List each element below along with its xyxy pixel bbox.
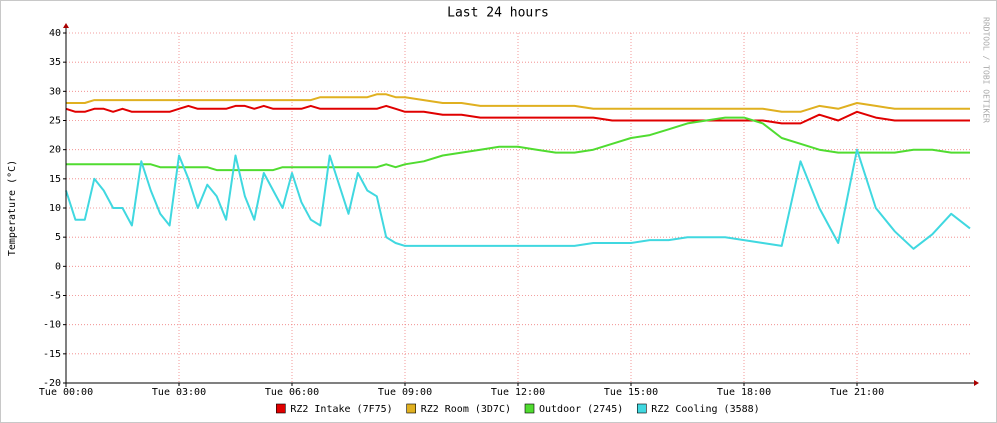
y-arrow xyxy=(63,23,69,28)
y-tick-label: 40 xyxy=(49,28,61,39)
y-tick-label: 35 xyxy=(49,57,61,68)
x-tick-label: Tue 00:00 xyxy=(39,387,93,398)
legend-label: RZ2 Intake (7F75) xyxy=(290,404,392,415)
legend-item: RZ2 Intake (7F75) xyxy=(276,403,393,415)
legend-item: RZ2 Room (3D7C) xyxy=(406,403,511,415)
legend-swatch xyxy=(524,403,535,414)
legend-item: Outdoor (2745) xyxy=(524,403,623,415)
chart-title: Last 24 hours xyxy=(447,6,549,21)
y-tick-label: 25 xyxy=(49,116,61,127)
legend-label: RZ2 Cooling (3588) xyxy=(651,404,759,415)
labels: -20 -15 -10 -5 0 5 10 15 20 25 30 35 40 Tue 00:00 Tue … xyxy=(39,28,884,398)
legend-swatch xyxy=(636,403,647,414)
y-tick-label: -10 xyxy=(43,320,61,331)
legend-item: RZ2 Cooling (3588) xyxy=(636,403,760,415)
x-tick-label: Tue 09:00 xyxy=(378,387,432,398)
series-line xyxy=(65,148,971,250)
x-tick-label: Tue 12:00 xyxy=(491,387,545,398)
y-tick-label: -20 xyxy=(43,378,61,389)
x-arrow xyxy=(974,380,979,386)
x-tick-label: Tue 18:00 xyxy=(717,387,771,398)
legend-swatch xyxy=(406,403,416,414)
legend-label: RZ2 Room (3D7C) xyxy=(421,404,511,415)
y-tick-label: 30 xyxy=(49,86,61,97)
x-tick-label: Tue 15:00 xyxy=(604,387,658,398)
x-tick-label: Tue 06:00 xyxy=(265,387,319,398)
y-tick-label: 20 xyxy=(49,145,61,156)
series-line xyxy=(66,116,970,172)
series-line xyxy=(65,104,970,125)
x-tick-label: Tue 21:00 xyxy=(830,387,884,398)
legend-swatch xyxy=(276,403,286,414)
y-tick-label: -15 xyxy=(43,349,61,360)
y-tick-label: 0 xyxy=(55,261,61,272)
legend: RZ2 Intake (7F75) RZ2 Room (3D7C) Outdoor … xyxy=(276,403,760,415)
legend-label: Outdoor (2745) xyxy=(539,404,623,415)
series-line xyxy=(66,93,970,113)
y-tick-label: -5 xyxy=(49,291,61,302)
lines xyxy=(65,93,971,250)
x-tick-label: Tue 03:00 xyxy=(152,387,206,398)
y-axis-label: Temperature (°C) xyxy=(7,160,18,256)
y-tick-label: 5 xyxy=(55,232,61,243)
side-note: RRDTOOL / TOBI OETIKER xyxy=(982,17,991,123)
y-tick-label: 10 xyxy=(49,203,61,214)
y-tick-label: 15 xyxy=(49,174,61,185)
